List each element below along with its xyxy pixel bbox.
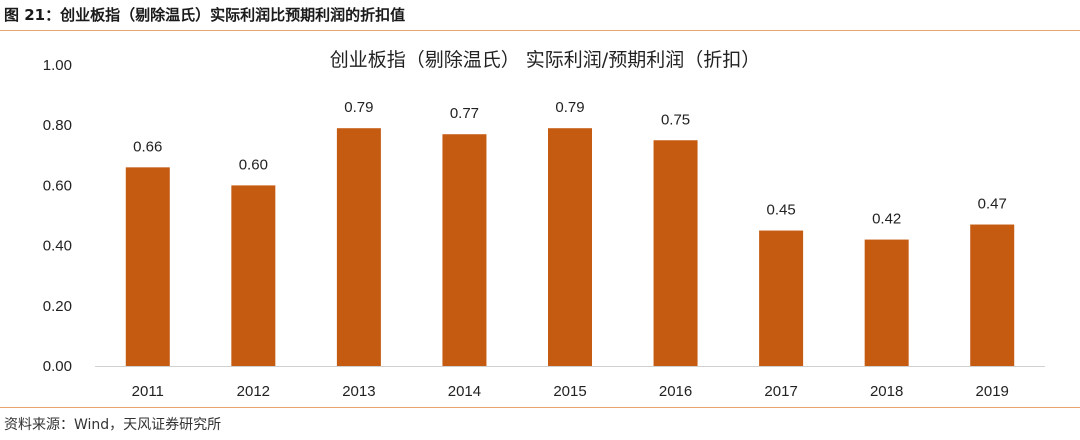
x-tick-label-2015: 2015	[553, 383, 586, 400]
bar-chart: 创业板指（剔除温氏） 实际利润/预期利润（折扣） 0.00 0.20 0.40 0.6…	[43, 49, 1045, 400]
x-axis: 2011 2012 2013 2014 2015 2016 2017 2018 2019	[132, 383, 1009, 400]
x-tick-label-2018: 2018	[870, 383, 903, 400]
y-tick-label: 0.80	[43, 117, 72, 134]
y-tick-label: 0.60	[43, 177, 72, 194]
x-tick-label-2017: 2017	[764, 383, 797, 400]
bar-2013	[336, 128, 381, 366]
data-label-2017: 0.45	[767, 202, 796, 219]
bar-2014	[442, 134, 487, 366]
x-tick-label-2012: 2012	[237, 383, 270, 400]
bar-2015	[548, 128, 592, 366]
figure-caption: 图 21：创业板指（剔除温氏）实际利润比预期利润的折扣值	[4, 6, 406, 24]
bar-2018	[864, 239, 909, 366]
data-label-2018: 0.42	[872, 211, 901, 228]
bar-2019	[970, 224, 1015, 366]
bar-2011	[125, 167, 170, 366]
data-label-2016: 0.75	[661, 111, 690, 128]
data-label-2015: 0.79	[555, 99, 584, 116]
bar-series: 0.66 0.60 0.79 0.77 0.79 0.75 0.45 0.42 0.47	[125, 99, 1015, 366]
y-tick-label: 0.00	[43, 358, 72, 375]
data-label-2019: 0.47	[978, 196, 1007, 213]
x-tick-label-2011: 2011	[132, 383, 164, 400]
bar-2012	[231, 185, 276, 366]
data-label-2013: 0.79	[344, 99, 373, 116]
data-label-2011: 0.66	[133, 138, 162, 155]
y-tick-label: 0.40	[43, 238, 72, 255]
source-note: 资料来源：Wind，天风证券研究所	[4, 417, 222, 433]
chart-title: 创业板指（剔除温氏） 实际利润/预期利润（折扣）	[330, 49, 760, 71]
top-divider	[0, 30, 1080, 31]
bar-2016	[653, 140, 698, 366]
bottom-divider	[0, 407, 1080, 408]
y-tick-label: 1.00	[43, 57, 72, 74]
bar-2017	[759, 230, 804, 366]
y-tick-label: 0.20	[43, 298, 72, 315]
data-label-2012: 0.60	[239, 156, 268, 173]
x-tick-label-2016: 2016	[659, 383, 692, 400]
y-axis: 0.00 0.20 0.40 0.60 0.80 1.00	[43, 57, 72, 375]
x-tick-label-2013: 2013	[342, 383, 375, 400]
x-tick-label-2014: 2014	[448, 383, 481, 400]
data-label-2014: 0.77	[450, 105, 479, 122]
x-tick-label-2019: 2019	[976, 383, 1009, 400]
